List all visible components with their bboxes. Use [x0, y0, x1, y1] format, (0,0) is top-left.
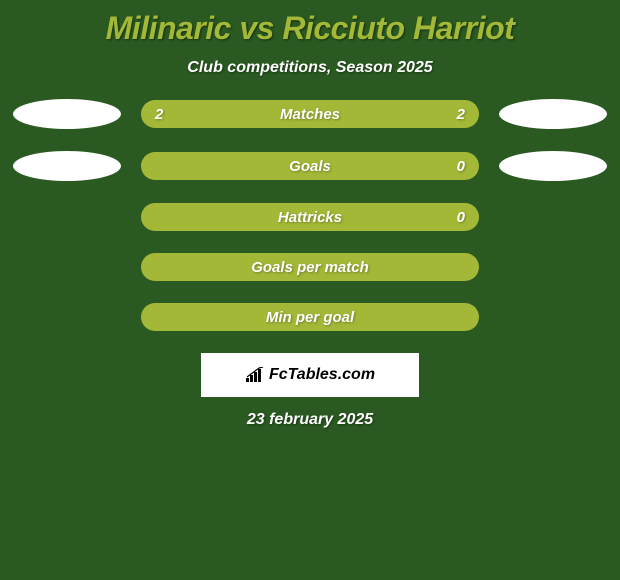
stat-right-value: 0	[457, 158, 465, 175]
stat-label: Goals	[289, 158, 331, 175]
stat-label: Min per goal	[266, 309, 354, 326]
stat-bar: Hattricks 0	[141, 203, 479, 231]
stat-row-matches: 2 Matches 2	[0, 99, 620, 129]
stat-row-min-per-goal: Min per goal	[0, 303, 620, 331]
player-right-avatar	[499, 151, 607, 181]
stat-bar: 2 Matches 2	[141, 100, 479, 128]
brand-box: FcTables.com	[201, 353, 419, 397]
stat-label: Matches	[280, 106, 340, 123]
stat-label: Goals per match	[251, 259, 369, 276]
brand-text: FcTables.com	[269, 366, 375, 384]
page-title: Milinaric vs Ricciuto Harriot	[0, 0, 620, 47]
stat-bar: Goals 0	[141, 152, 479, 180]
subtitle: Club competitions, Season 2025	[0, 59, 620, 77]
stat-bar: Min per goal	[141, 303, 479, 331]
stat-row-hattricks: Hattricks 0	[0, 203, 620, 231]
player-left-avatar	[13, 99, 121, 129]
chart-icon	[245, 367, 265, 383]
stat-right-value: 0	[457, 209, 465, 226]
stat-label: Hattricks	[278, 209, 342, 226]
player-left-avatar	[13, 151, 121, 181]
stat-row-goals-per-match: Goals per match	[0, 253, 620, 281]
stat-right-value: 2	[457, 106, 465, 123]
stat-left-value: 2	[155, 106, 163, 123]
stat-row-goals: Goals 0	[0, 151, 620, 181]
player-right-avatar	[499, 99, 607, 129]
date-text: 23 february 2025	[0, 411, 620, 429]
stat-bar: Goals per match	[141, 253, 479, 281]
